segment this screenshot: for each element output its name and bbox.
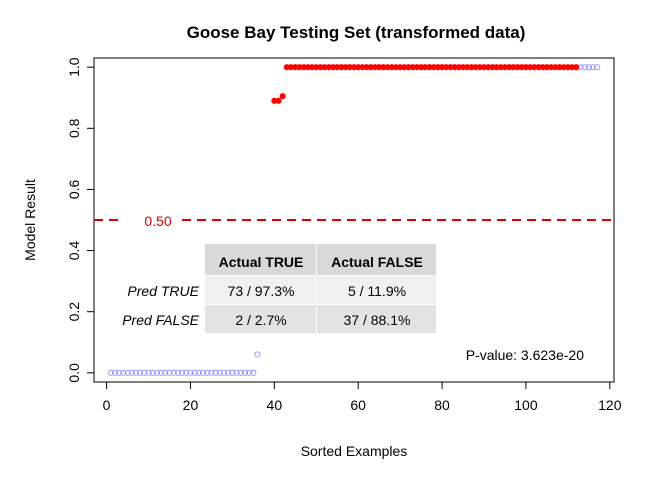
data-point — [128, 369, 135, 376]
table-cell: 5 / 11.9% — [348, 283, 406, 299]
table-cell: 37 / 88.1% — [344, 312, 411, 328]
data-point — [220, 369, 228, 376]
data-point — [237, 369, 244, 376]
data-point — [195, 369, 202, 376]
data-point — [149, 369, 156, 376]
y-axis: 0.0 0.2 0.4 0.6 0.8 1.0 — [66, 57, 95, 383]
y-tick-label: 0.6 — [66, 179, 82, 199]
table-cell-bg — [205, 276, 316, 304]
table-cell: 2 / 2.7% — [235, 312, 286, 328]
table-header-cell — [205, 244, 316, 275]
table-cell: 73 / 97.3% — [228, 283, 295, 299]
data-point — [191, 369, 198, 376]
data-point — [581, 64, 588, 71]
table-cell-bg — [317, 276, 436, 304]
data-point — [116, 369, 123, 376]
data-point — [120, 369, 127, 376]
x-tick-label: 80 — [434, 397, 450, 413]
y-tick-label: 1.0 — [66, 57, 82, 77]
data-point — [170, 369, 177, 376]
x-tick-label: 100 — [514, 397, 538, 413]
data-point — [178, 369, 186, 376]
data-point — [166, 369, 173, 376]
x-axis-label: Sorted Examples — [301, 443, 408, 459]
x-axis: 0 20 40 60 80 100 120 — [103, 381, 622, 413]
x-tick-label: 40 — [267, 397, 283, 413]
data-point — [225, 369, 232, 376]
x-tick-label: 20 — [183, 397, 199, 413]
data-point — [153, 369, 161, 376]
reference-line-label: 0.50 — [144, 213, 171, 229]
data-point — [187, 369, 194, 376]
p-value-annotation: P-value: 3.623e-20 — [466, 347, 585, 363]
data-point — [124, 369, 131, 376]
table-header-cell — [317, 244, 436, 275]
data-point — [204, 369, 211, 376]
data-point — [250, 369, 257, 376]
data-point — [208, 369, 215, 376]
confusion-table: Actual TRUE Actual FALSE Pred TRUE 73 / 97.… — [122, 244, 436, 333]
data-point — [279, 93, 286, 100]
data-point — [246, 369, 253, 376]
data-point — [233, 369, 240, 376]
data-point — [585, 64, 592, 71]
table-row-label: Pred TRUE — [127, 283, 199, 299]
table-column-header: Actual TRUE — [219, 254, 304, 270]
y-tick-label: 0.4 — [66, 241, 82, 261]
data-point — [132, 369, 140, 376]
y-axis-label: Model Result — [22, 179, 38, 261]
data-point — [594, 64, 601, 71]
y-tick-label: 0.0 — [66, 363, 82, 383]
y-tick-label: 0.2 — [66, 302, 82, 322]
y-tick-label: 0.8 — [66, 118, 82, 138]
data-point — [199, 369, 207, 376]
data-point — [573, 64, 580, 71]
x-tick-label: 60 — [350, 397, 366, 413]
table-column-header: Actual FALSE — [331, 254, 423, 270]
table-row-label: Pred FALSE — [122, 312, 199, 328]
data-point — [183, 369, 190, 376]
data-points — [107, 64, 601, 376]
data-point — [254, 351, 261, 358]
x-tick-label: 0 — [103, 397, 111, 413]
x-tick-label: 120 — [598, 397, 622, 413]
chart-title: Goose Bay Testing Set (transformed data) — [187, 23, 526, 42]
table-cell-bg — [205, 305, 316, 333]
data-point — [174, 369, 181, 376]
data-point — [229, 369, 236, 376]
data-point — [137, 369, 144, 376]
data-point — [145, 369, 152, 376]
data-point — [162, 369, 169, 376]
data-point — [111, 369, 119, 376]
data-point — [241, 369, 249, 376]
data-point — [107, 369, 114, 376]
reference-line: 0.50 — [94, 213, 614, 229]
data-point — [275, 97, 282, 104]
data-point — [589, 64, 597, 71]
data-point — [141, 369, 148, 376]
data-point — [157, 369, 165, 376]
table-cell-bg — [317, 305, 436, 333]
data-point — [216, 369, 223, 376]
data-point — [212, 369, 219, 376]
